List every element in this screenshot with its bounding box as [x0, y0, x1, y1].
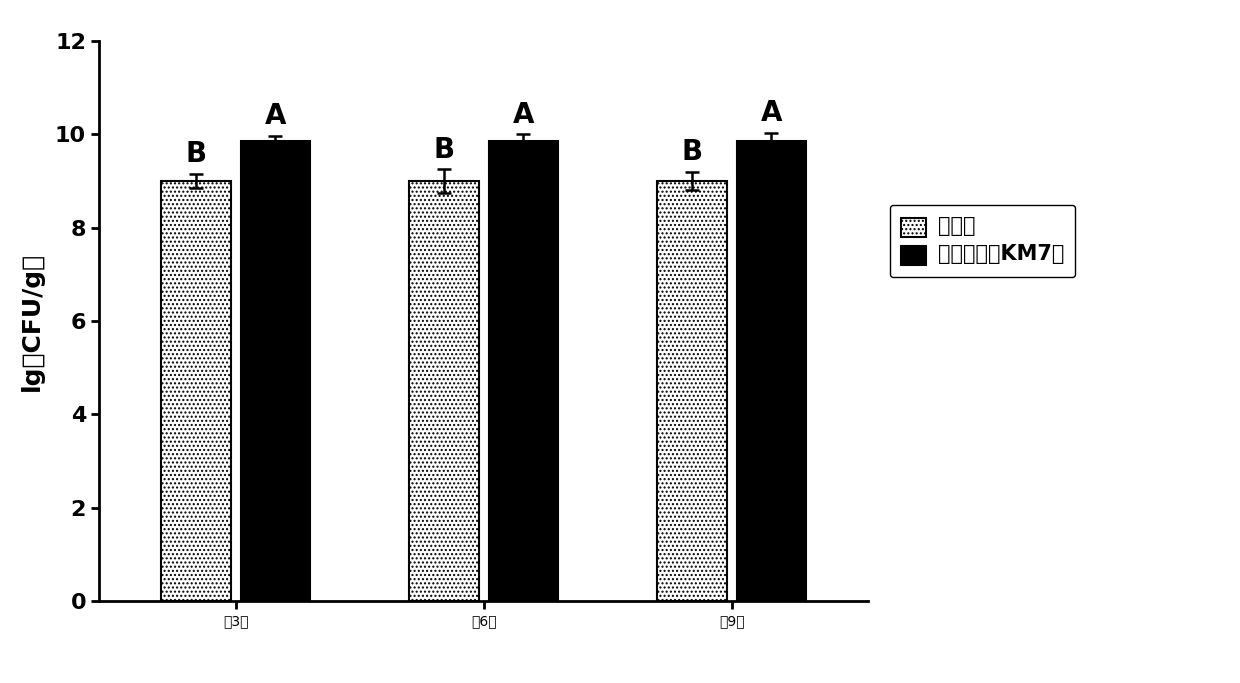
Text: B: B — [681, 138, 703, 166]
Text: A: A — [264, 102, 286, 130]
Bar — [241, 141, 310, 601]
Y-axis label: lg（CFU/g）: lg（CFU/g） — [20, 251, 43, 391]
Bar — [737, 141, 806, 601]
Bar — [489, 141, 558, 601]
Bar — [409, 181, 479, 601]
Text: B: B — [185, 141, 207, 169]
Legend: 对照组, 瑞士乳杆菌KM7组: 对照组, 瑞士乳杆菌KM7组 — [890, 205, 1075, 277]
Bar — [161, 181, 231, 601]
Bar — [657, 181, 727, 601]
Text: B: B — [433, 136, 455, 164]
Text: A: A — [760, 99, 782, 127]
Text: A: A — [512, 100, 534, 128]
